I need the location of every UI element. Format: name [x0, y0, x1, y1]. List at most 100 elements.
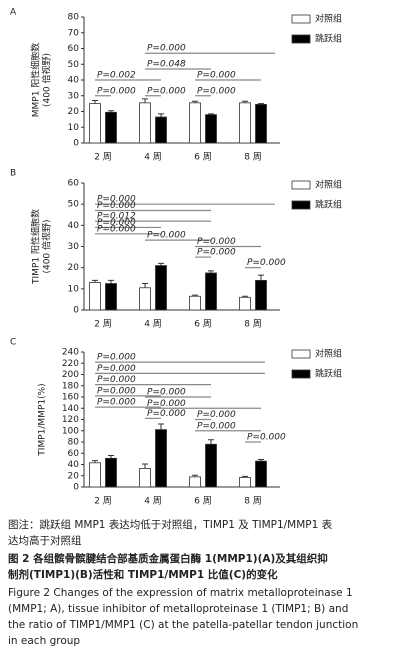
y-tick-label: 60	[68, 44, 80, 54]
bar	[105, 283, 117, 311]
x-tick-label: 2 周	[94, 319, 112, 330]
error-bar	[92, 460, 98, 463]
p-value: P=0.000	[197, 248, 236, 258]
x-tick-label: 4 周	[144, 319, 162, 330]
y-tick-label: 120	[62, 415, 79, 425]
p-value: P=0.000	[197, 71, 236, 81]
y-tick-label: 60	[68, 449, 80, 459]
bar	[205, 443, 217, 488]
bar	[105, 111, 117, 144]
error-bar	[242, 100, 248, 103]
bar	[239, 102, 251, 144]
bar	[189, 295, 201, 311]
y-tick-label: 40	[68, 460, 80, 470]
x-tick-label: 8 周	[244, 319, 262, 330]
y-tick-label: 160	[62, 393, 79, 403]
y-tick-label: 50	[68, 200, 80, 210]
caption-line: (MMP1; A), tissue inhibitor of metallopr…	[8, 603, 348, 615]
y-axis-label: (400 倍视野)	[41, 53, 53, 107]
p-value: P=0.000	[97, 201, 136, 211]
error-bar	[142, 98, 148, 103]
error-bar	[142, 283, 148, 288]
bar	[139, 468, 151, 488]
error-bar	[258, 458, 264, 462]
p-value: P=0.000	[247, 258, 286, 268]
p-value: P=0.000	[147, 399, 186, 409]
error-bar	[208, 113, 214, 115]
bar	[89, 103, 101, 144]
y-tick-label: 200	[62, 370, 79, 380]
caption-line: the ratio of TIMP1/MMP1 (C) at the patel…	[8, 619, 358, 631]
error-bar	[192, 294, 198, 297]
legend-label: 跳跃组	[315, 368, 342, 380]
y-tick-label: 40	[68, 76, 80, 86]
p-value: P=0.000	[147, 86, 186, 96]
bar	[255, 279, 267, 311]
p-value: P=0.000	[97, 353, 136, 363]
x-tick-label: 4 周	[144, 496, 162, 507]
y-tick-label: 70	[68, 28, 80, 38]
caption-line: 图注：跳跃组 MMP1 表达均低于对照组，TIMP1 及 TIMP1/MMP1 …	[8, 518, 333, 531]
x-tick-label: 4 周	[144, 152, 162, 163]
y-axis-label: TIMP1/MMP1(%)	[38, 383, 48, 456]
x-tick-label: 6 周	[194, 496, 212, 507]
error-bar	[208, 439, 214, 445]
error-bar	[242, 475, 248, 478]
p-value: P=0.000	[97, 364, 136, 374]
legend-swatch	[291, 180, 311, 190]
bar	[205, 272, 217, 311]
y-axis-label: TIMP1 阳性细胞数	[30, 209, 42, 285]
p-value: P=0.000	[147, 409, 186, 419]
y-tick-label: 20	[68, 471, 80, 481]
x-tick-label: 6 周	[194, 319, 212, 330]
p-value: P=0.000	[197, 237, 236, 247]
y-tick-label: 30	[68, 242, 80, 252]
bar	[205, 114, 217, 144]
x-tick-label: 2 周	[94, 496, 112, 507]
x-tick-label: 2 周	[94, 152, 112, 163]
y-tick-label: 50	[68, 60, 80, 70]
p-value: P=0.000	[197, 421, 236, 431]
y-tick-label: 60	[68, 179, 80, 189]
bar	[255, 104, 267, 144]
legend-swatch	[291, 200, 311, 210]
p-value: P=0.000	[97, 195, 136, 205]
y-tick-label: 240	[62, 348, 79, 358]
caption-line: in each group	[8, 635, 80, 647]
p-value: P=0.000	[147, 44, 186, 54]
y-tick-label: 100	[62, 426, 79, 436]
panel-label: C	[10, 338, 16, 348]
error-bar	[142, 463, 148, 469]
p-value: P=0.012	[97, 212, 136, 222]
p-value: P=0.000	[97, 224, 136, 234]
legend-swatch	[291, 34, 311, 44]
error-bar	[158, 262, 164, 266]
y-tick-label: 0	[73, 483, 79, 493]
p-value: P=0.002	[97, 71, 136, 81]
error-bar	[158, 423, 164, 430]
error-bar	[208, 270, 214, 273]
legend-swatch	[291, 369, 311, 379]
x-tick-label: 8 周	[244, 496, 262, 507]
error-bar	[192, 100, 198, 103]
p-value: P=0.000	[97, 218, 136, 228]
y-tick-label: 30	[68, 91, 80, 101]
p-value: P=0.000	[147, 388, 186, 398]
bar	[239, 296, 251, 311]
p-value: P=0.000	[247, 433, 286, 443]
panel-label: A	[10, 8, 17, 18]
bar	[89, 282, 101, 311]
legend-label: 对照组	[315, 13, 342, 25]
bar	[89, 462, 101, 488]
legend-label: 跳跃组	[315, 199, 342, 211]
error-bar	[258, 274, 264, 281]
y-tick-label: 20	[68, 263, 80, 273]
y-tick-label: 80	[68, 438, 80, 448]
x-tick-label: 6 周	[194, 152, 212, 163]
caption-line: 图 2 各组髌骨髌腱结合部基质金属蛋白酶 1(MMP1)(A)及其组织抑	[8, 552, 328, 565]
p-value: P=0.000	[97, 398, 136, 408]
bar	[155, 116, 167, 144]
legend-label: 对照组	[315, 179, 342, 191]
error-bar	[108, 279, 114, 284]
error-bar	[92, 279, 98, 283]
